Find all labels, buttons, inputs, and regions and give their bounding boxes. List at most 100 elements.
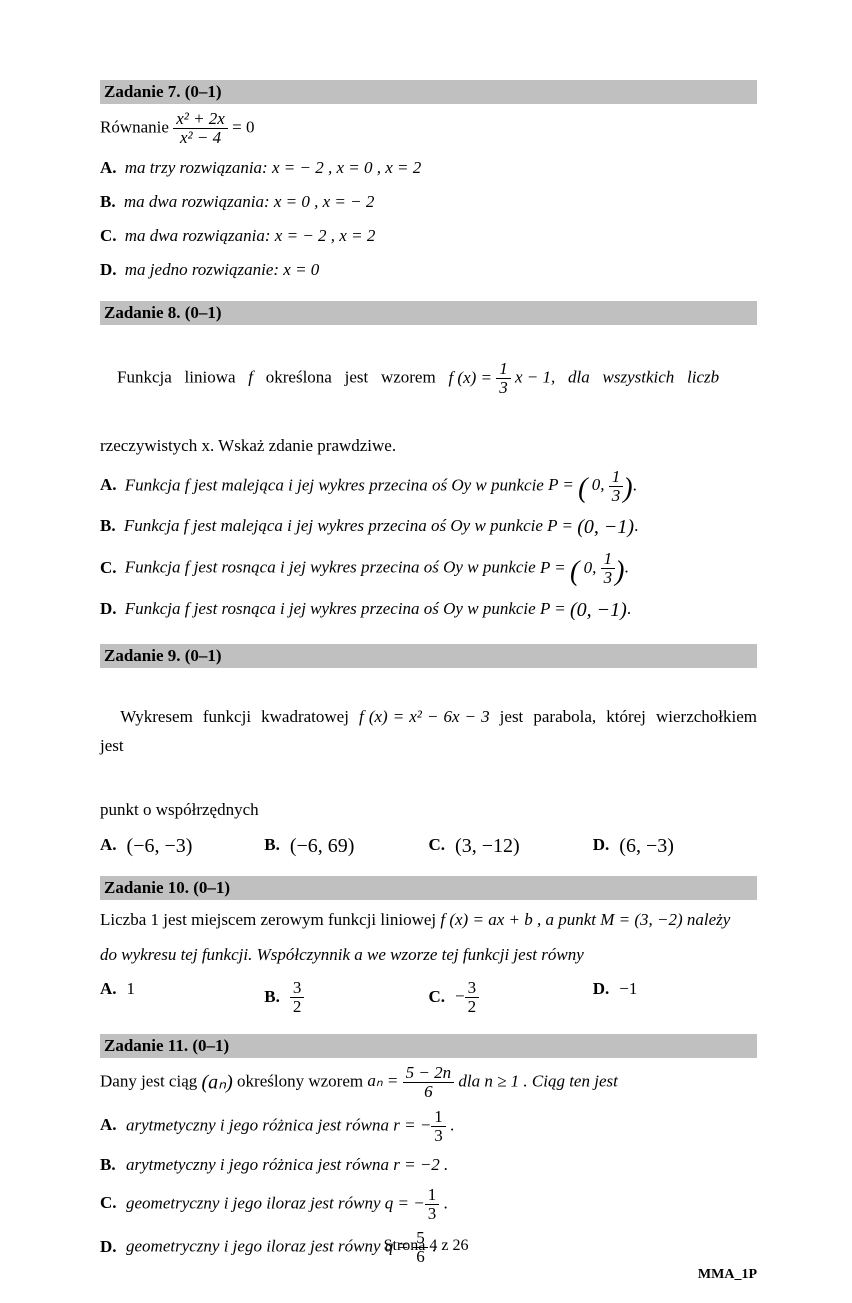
task9-header: Zadanie 9. (0–1) — [100, 644, 757, 668]
an-seq: (aₙ) — [202, 1071, 233, 1093]
option-frac: 13 — [431, 1108, 446, 1145]
option-text: 1 — [127, 979, 136, 998]
task7-opt-a: A. ma trzy rozwiązania: x = − 2 , x = 0 … — [100, 154, 757, 181]
P-zero: 0, — [584, 558, 601, 577]
task10-opt-d: D. −1 — [593, 979, 757, 1016]
stem-text: określony wzorem — [233, 1071, 368, 1090]
dot: . — [627, 599, 631, 618]
frac-den: 3 — [496, 378, 511, 397]
task8-opt-a: A. Funkcja f jest malejąca i jej wykres … — [100, 468, 757, 505]
P-eq: P = — [548, 475, 578, 494]
task7-eqn-num: x² + 2x — [173, 110, 228, 128]
option-text: (3, −12) — [455, 835, 520, 857]
task11-stem: Dany jest ciąg (aₙ) określony wzorem aₙ … — [100, 1064, 757, 1101]
option-label: B. — [100, 516, 116, 535]
page-number: Strona 4 z 26 — [0, 1237, 852, 1255]
task7-header: Zadanie 7. (0–1) — [100, 80, 757, 104]
option-text: Funkcja f jest malejąca i jej wykres prz… — [121, 475, 549, 494]
task10-opt-b: B. 32 — [264, 979, 428, 1016]
frac-num: 1 — [496, 360, 511, 378]
exam-code: MMA_1P — [698, 1267, 757, 1283]
task9-opt-d: D.(6, −3) — [593, 835, 757, 858]
point-expr: P = ( 0, 13) — [540, 558, 624, 577]
option-text: (6, −3) — [619, 835, 674, 857]
frac-den: 3 — [609, 486, 624, 505]
stem-text: x − 1, dla wszystkich liczb — [511, 368, 719, 387]
neg: − — [455, 987, 465, 1006]
task9-stem: Wykresem funkcji kwadratowej f (x) = x² … — [100, 674, 757, 790]
frac-den: 3 — [431, 1126, 446, 1145]
an-eq: aₙ = — [367, 1071, 402, 1090]
task7-equation-fraction: x² + 2x x² − 4 — [173, 110, 228, 147]
task10-options: A.1 B.32 C.−32 D.−1 — [100, 979, 757, 1016]
task7-opt-d: D. ma jedno rozwiązanie: x = 0 — [100, 256, 757, 283]
task9-options: A.(−6, −3) B. (−6, 69) C.(3, −12) D.(6, −… — [100, 835, 757, 858]
frac-den: 6 — [403, 1082, 454, 1101]
frac-num: 3 — [290, 979, 305, 997]
frac-den: 2 — [465, 997, 480, 1016]
frac-num: 1 — [425, 1186, 440, 1204]
option-frac: 32 — [290, 979, 305, 1016]
option-text: (−6, 69) — [290, 835, 355, 857]
option-post: . — [439, 1193, 448, 1212]
frac-num: 1 — [609, 468, 624, 486]
option-label: C. — [100, 558, 117, 577]
stem-text: określona jest wzorem — [253, 368, 448, 387]
option-label: D. — [100, 260, 117, 279]
task8-stem: Funkcja liniowa f określona jest wzorem … — [100, 331, 757, 425]
option-label: B. — [100, 192, 116, 211]
P-zero: 0, — [592, 475, 609, 494]
option-text: Funkcja f jest rosnąca i jej wykres prze… — [121, 599, 540, 618]
stem-text: Wykresem funkcji kwadratowej — [120, 707, 359, 726]
task7-eqn-rhs: = 0 — [228, 117, 255, 136]
point-expr: P = ( 0, 13) — [548, 475, 632, 494]
option-label: A. — [100, 835, 117, 854]
option-label: A. — [100, 475, 117, 494]
stem-text: Dany jest ciąg — [100, 1071, 202, 1090]
task9-opt-c: C.(3, −12) — [429, 835, 593, 858]
option-label: B. — [264, 987, 280, 1006]
task7-options: A. ma trzy rozwiązania: x = − 2 , x = 0 … — [100, 154, 757, 284]
option-label: B. — [100, 1151, 126, 1178]
dot: . — [634, 516, 638, 535]
option-frac: 32 — [465, 979, 480, 1016]
frac-num: 1 — [431, 1108, 446, 1126]
task7-stem: Równanie x² + 2x x² − 4 = 0 — [100, 110, 757, 147]
option-text: Funkcja f jest malejąca i jej wykres prz… — [120, 516, 548, 535]
point-plain: (0, −1) — [577, 516, 634, 538]
stem-text: do wykresu tej funkcji. Współczynnik a w… — [100, 945, 584, 964]
dot: . — [633, 475, 637, 494]
option-label: B. — [264, 835, 280, 854]
task11-header: Zadanie 11. (0–1) — [100, 1034, 757, 1058]
task10-opt-a: A.1 — [100, 979, 264, 1016]
frac-num: 1 — [601, 550, 616, 568]
task8-opt-d: D. Funkcja f jest rosnąca i jej wykres p… — [100, 594, 757, 626]
task8-options: A. Funkcja f jest malejąca i jej wykres … — [100, 468, 757, 626]
option-label: C. — [429, 987, 446, 1006]
option-text: Funkcja f jest rosnąca i jej wykres prze… — [121, 558, 540, 577]
option-label: D. — [100, 599, 117, 618]
frac-num: 5 − 2n — [403, 1064, 454, 1082]
stem-text: , a punkt M = (3, −2) należy — [533, 910, 731, 929]
frac-num: 3 — [465, 979, 480, 997]
task11-opt-a: A.arytmetyczny i jego różnica jest równa… — [100, 1108, 757, 1145]
option-text: ma trzy rozwiązania: x = − 2 , x = 0 , x… — [121, 158, 422, 177]
task11-opt-b: B.arytmetyczny i jego różnica jest równa… — [100, 1151, 757, 1178]
task11-opt-c: C.geometryczny i jego iloraz jest równy … — [100, 1186, 757, 1223]
task10-stem2: do wykresu tej funkcji. Współczynnik a w… — [100, 941, 757, 970]
task7-opt-b: B. ma dwa rozwiązania: x = 0 , x = − 2 — [100, 188, 757, 215]
task8-opt-b: B. Funkcja f jest malejąca i jej wykres … — [100, 511, 757, 543]
option-label: C. — [100, 226, 117, 245]
task9-opt-a: A.(−6, −3) — [100, 835, 264, 858]
exam-page: Zadanie 7. (0–1) Równanie x² + 2x x² − 4… — [0, 0, 852, 1303]
option-text: arytmetyczny i jego różnica jest równa r… — [126, 1155, 448, 1174]
option-text: ma dwa rozwiązania: x = 0 , x = − 2 — [120, 192, 375, 211]
P-eq: P = — [540, 599, 570, 618]
point-plain: (0, −1) — [570, 599, 627, 621]
option-text: −1 — [619, 979, 637, 998]
task8-opt-c: C. Funkcja f jest rosnąca i jej wykres p… — [100, 550, 757, 587]
task10-opt-c: C.−32 — [429, 979, 593, 1016]
stem-text: Liczba 1 jest miejscem zerowym funkcji l… — [100, 910, 440, 929]
option-label: D. — [593, 979, 610, 998]
task9-opt-b: B. (−6, 69) — [264, 835, 428, 858]
